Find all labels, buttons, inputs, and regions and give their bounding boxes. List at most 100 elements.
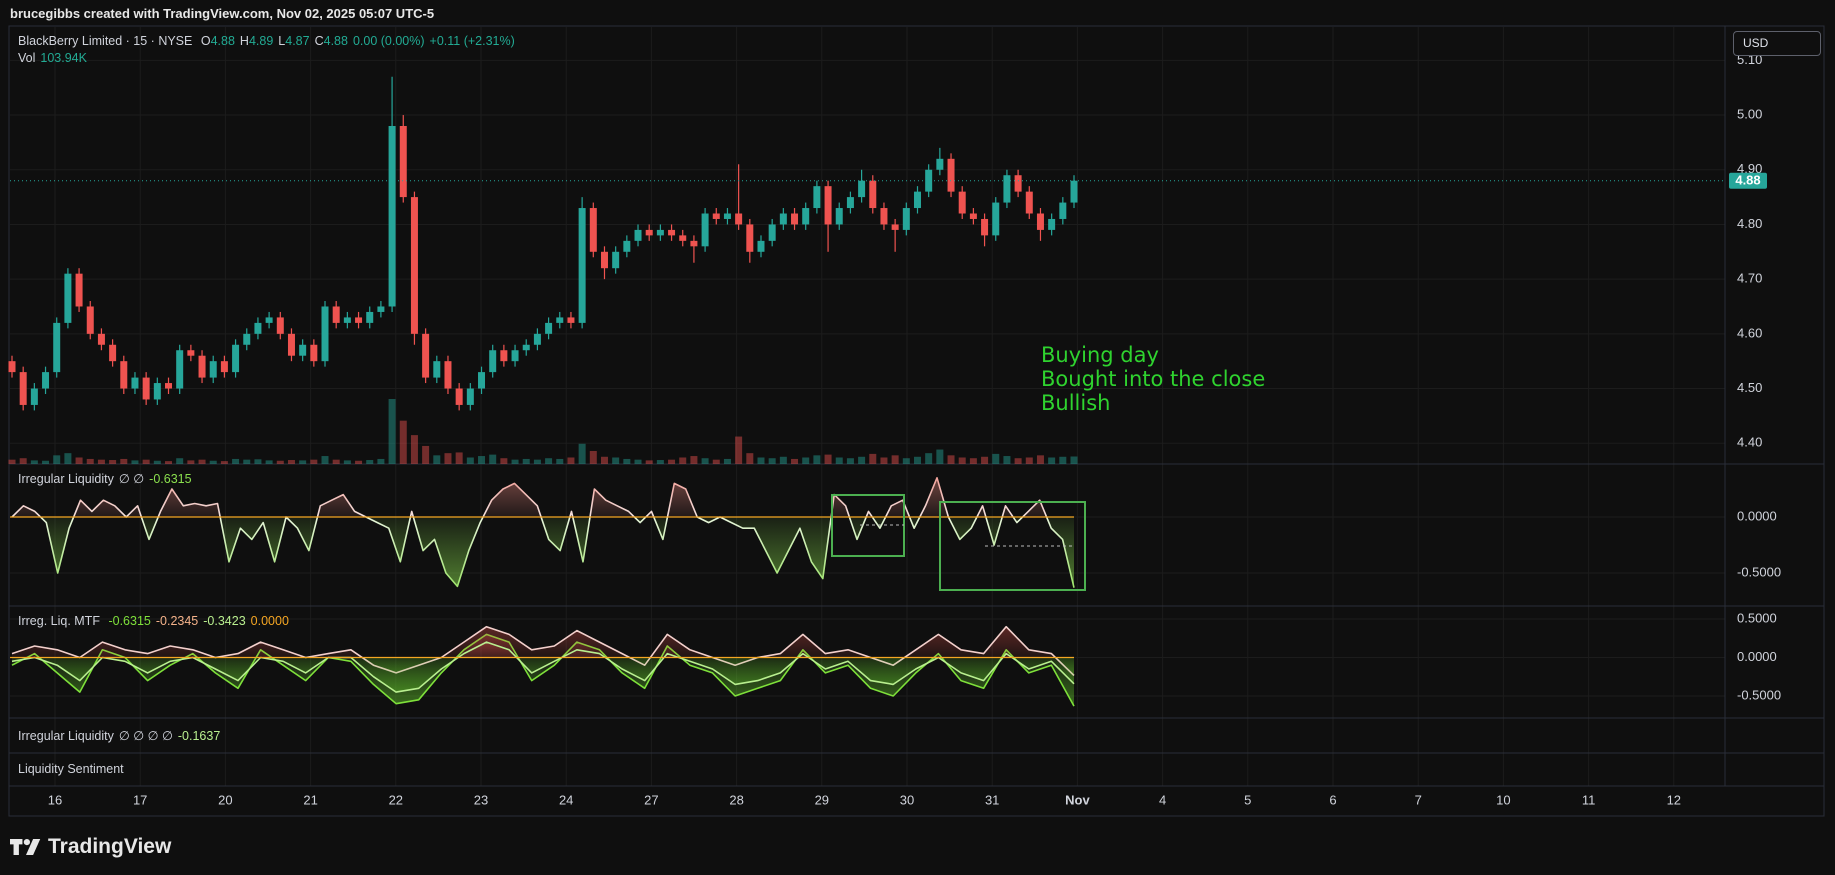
y-tick-label: 5.00 bbox=[1737, 106, 1762, 121]
candle-body bbox=[276, 317, 284, 334]
time-tick-label: 20 bbox=[218, 792, 232, 807]
candle-body bbox=[187, 350, 195, 356]
candle-body bbox=[455, 388, 463, 405]
indicator-title: Liquidity Sentiment bbox=[18, 762, 124, 776]
area-fill bbox=[12, 626, 1074, 676]
y-tick-label: 0.0000 bbox=[1737, 649, 1777, 664]
candle-body bbox=[343, 317, 351, 323]
volume-bar bbox=[824, 454, 832, 464]
volume-bar bbox=[835, 457, 843, 464]
annotation: Buying day Bought into the close Bullish bbox=[1041, 343, 1265, 415]
last-price-label: 4.88 bbox=[1735, 173, 1760, 188]
volume-bar bbox=[1025, 457, 1033, 464]
time-tick-label: 17 bbox=[133, 792, 147, 807]
volume-bar bbox=[433, 455, 441, 464]
candle-body bbox=[53, 322, 61, 373]
candle-body bbox=[712, 213, 720, 219]
candle-body bbox=[153, 383, 161, 400]
candle-body bbox=[287, 333, 295, 356]
candle-body bbox=[232, 344, 240, 373]
price-legend: BlackBerry Limited · 15 · NYSE O4.88 H4.8… bbox=[18, 34, 520, 48]
volume-bar bbox=[701, 458, 709, 464]
legend-key: H bbox=[239, 34, 249, 48]
candle-body bbox=[511, 350, 519, 362]
volume-bar bbox=[925, 453, 933, 464]
volume-bar bbox=[567, 457, 575, 464]
volume-bar bbox=[220, 461, 228, 464]
indicator-legend: Irregular Liquidity ∅ ∅ ∅ ∅ -0.1637 bbox=[18, 728, 225, 743]
candle-body bbox=[1048, 218, 1056, 230]
candle-body bbox=[735, 213, 743, 225]
highlight-box bbox=[939, 501, 1086, 591]
volume-bar bbox=[958, 457, 966, 464]
candle-body bbox=[433, 361, 441, 378]
candle-body bbox=[913, 191, 921, 209]
candle-body bbox=[198, 355, 206, 378]
volume-bar bbox=[891, 455, 899, 464]
volume-bar bbox=[880, 457, 888, 464]
volume-bar bbox=[746, 453, 754, 464]
volume-bar bbox=[399, 420, 407, 464]
volume-bar bbox=[522, 458, 530, 464]
candle-body bbox=[757, 240, 765, 252]
volume-bar bbox=[511, 459, 519, 464]
indicator-legend: Irreg. Liq. MTF -0.6315 -0.2345 -0.3423 0.0… bbox=[18, 614, 294, 628]
candle-body bbox=[869, 180, 877, 209]
legend-value: -0.3423 bbox=[203, 614, 246, 628]
candle-body bbox=[1014, 175, 1022, 192]
y-tick-label: 0.0000 bbox=[1737, 508, 1777, 523]
candle-body bbox=[1070, 180, 1078, 203]
top-bar: brucegibbs created with TradingView.com,… bbox=[0, 0, 1835, 26]
time-tick-label: 23 bbox=[474, 792, 488, 807]
candle-body bbox=[410, 197, 418, 334]
time-tick-label: 27 bbox=[644, 792, 658, 807]
volume-bar bbox=[679, 457, 687, 464]
candle-body bbox=[265, 317, 273, 323]
candle-body bbox=[813, 186, 821, 209]
time-tick-label: 28 bbox=[729, 792, 743, 807]
volume-bar bbox=[187, 460, 195, 464]
volume-bar bbox=[232, 458, 240, 464]
time-tick-label: 29 bbox=[815, 792, 829, 807]
candle-body bbox=[791, 213, 799, 225]
candle-body bbox=[75, 273, 83, 307]
candle-body bbox=[120, 361, 128, 389]
currency-button[interactable]: USD bbox=[1733, 31, 1821, 56]
volume-bar bbox=[723, 458, 731, 464]
candle-body bbox=[880, 208, 888, 225]
volume-bar bbox=[623, 458, 631, 464]
indicator-line bbox=[11, 641, 1075, 693]
symbol: BlackBerry Limited · 15 · NYSE bbox=[18, 34, 193, 48]
volume-bar bbox=[455, 452, 463, 464]
last-price-badge bbox=[1729, 172, 1767, 189]
y-tick-label: -0.5000 bbox=[1737, 687, 1781, 702]
time-tick-label: 7 bbox=[1415, 792, 1422, 807]
volume-bar bbox=[634, 459, 642, 464]
volume-bar bbox=[8, 459, 16, 464]
candle-body bbox=[399, 125, 407, 198]
candle-body bbox=[958, 191, 966, 214]
candle-body bbox=[243, 333, 251, 345]
volume-bar bbox=[410, 435, 418, 464]
y-tick-label: 0.5000 bbox=[1737, 610, 1777, 625]
volume-bar bbox=[645, 460, 653, 464]
volume-bar bbox=[30, 460, 38, 464]
volume-bar bbox=[75, 457, 83, 464]
time-tick-label: 4 bbox=[1159, 792, 1166, 807]
volume-bar bbox=[355, 460, 363, 464]
volume-bar bbox=[176, 458, 184, 464]
volume-bar bbox=[913, 456, 921, 464]
candle-body bbox=[1025, 191, 1033, 214]
candle-body bbox=[567, 317, 575, 323]
candle-body bbox=[377, 306, 385, 312]
volume-bar bbox=[276, 460, 284, 464]
time-tick-label: 22 bbox=[389, 792, 403, 807]
volume-bar bbox=[165, 461, 173, 464]
volume-bar bbox=[287, 460, 295, 464]
indicator-params: ∅ ∅ ∅ ∅ bbox=[118, 729, 173, 743]
volume-bar bbox=[869, 453, 877, 464]
volume-bar bbox=[969, 458, 977, 464]
y-tick-label: 4.90 bbox=[1737, 161, 1762, 176]
candle-body bbox=[846, 197, 854, 209]
